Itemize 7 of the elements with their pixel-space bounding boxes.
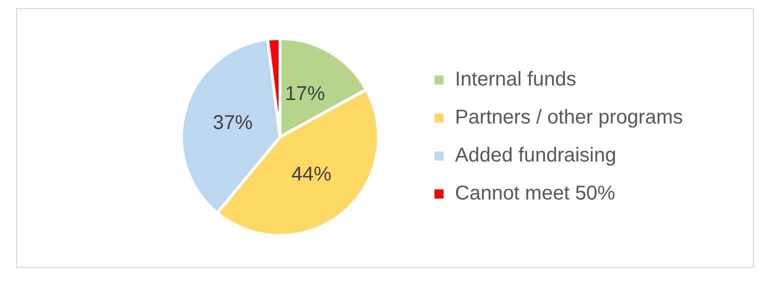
data-label: 37% bbox=[212, 112, 253, 134]
legend-label: Added fundraising bbox=[455, 144, 616, 167]
legend-label: Internal funds bbox=[455, 68, 576, 91]
legend-label: Cannot meet 50% bbox=[455, 182, 616, 205]
data-label: 44% bbox=[291, 163, 332, 186]
data-label: 17% bbox=[285, 83, 326, 106]
legend-label: Partners / other programs bbox=[455, 106, 683, 129]
